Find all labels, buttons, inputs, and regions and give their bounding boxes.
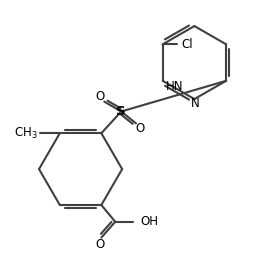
Text: Cl: Cl [181,38,193,51]
Text: O: O [96,238,105,251]
Text: CH$_3$: CH$_3$ [14,126,38,141]
Text: O: O [96,90,105,103]
Text: N: N [191,98,200,110]
Text: O: O [135,122,145,135]
Text: OH: OH [140,215,158,228]
Text: S: S [116,105,126,118]
Text: HN: HN [166,80,183,93]
